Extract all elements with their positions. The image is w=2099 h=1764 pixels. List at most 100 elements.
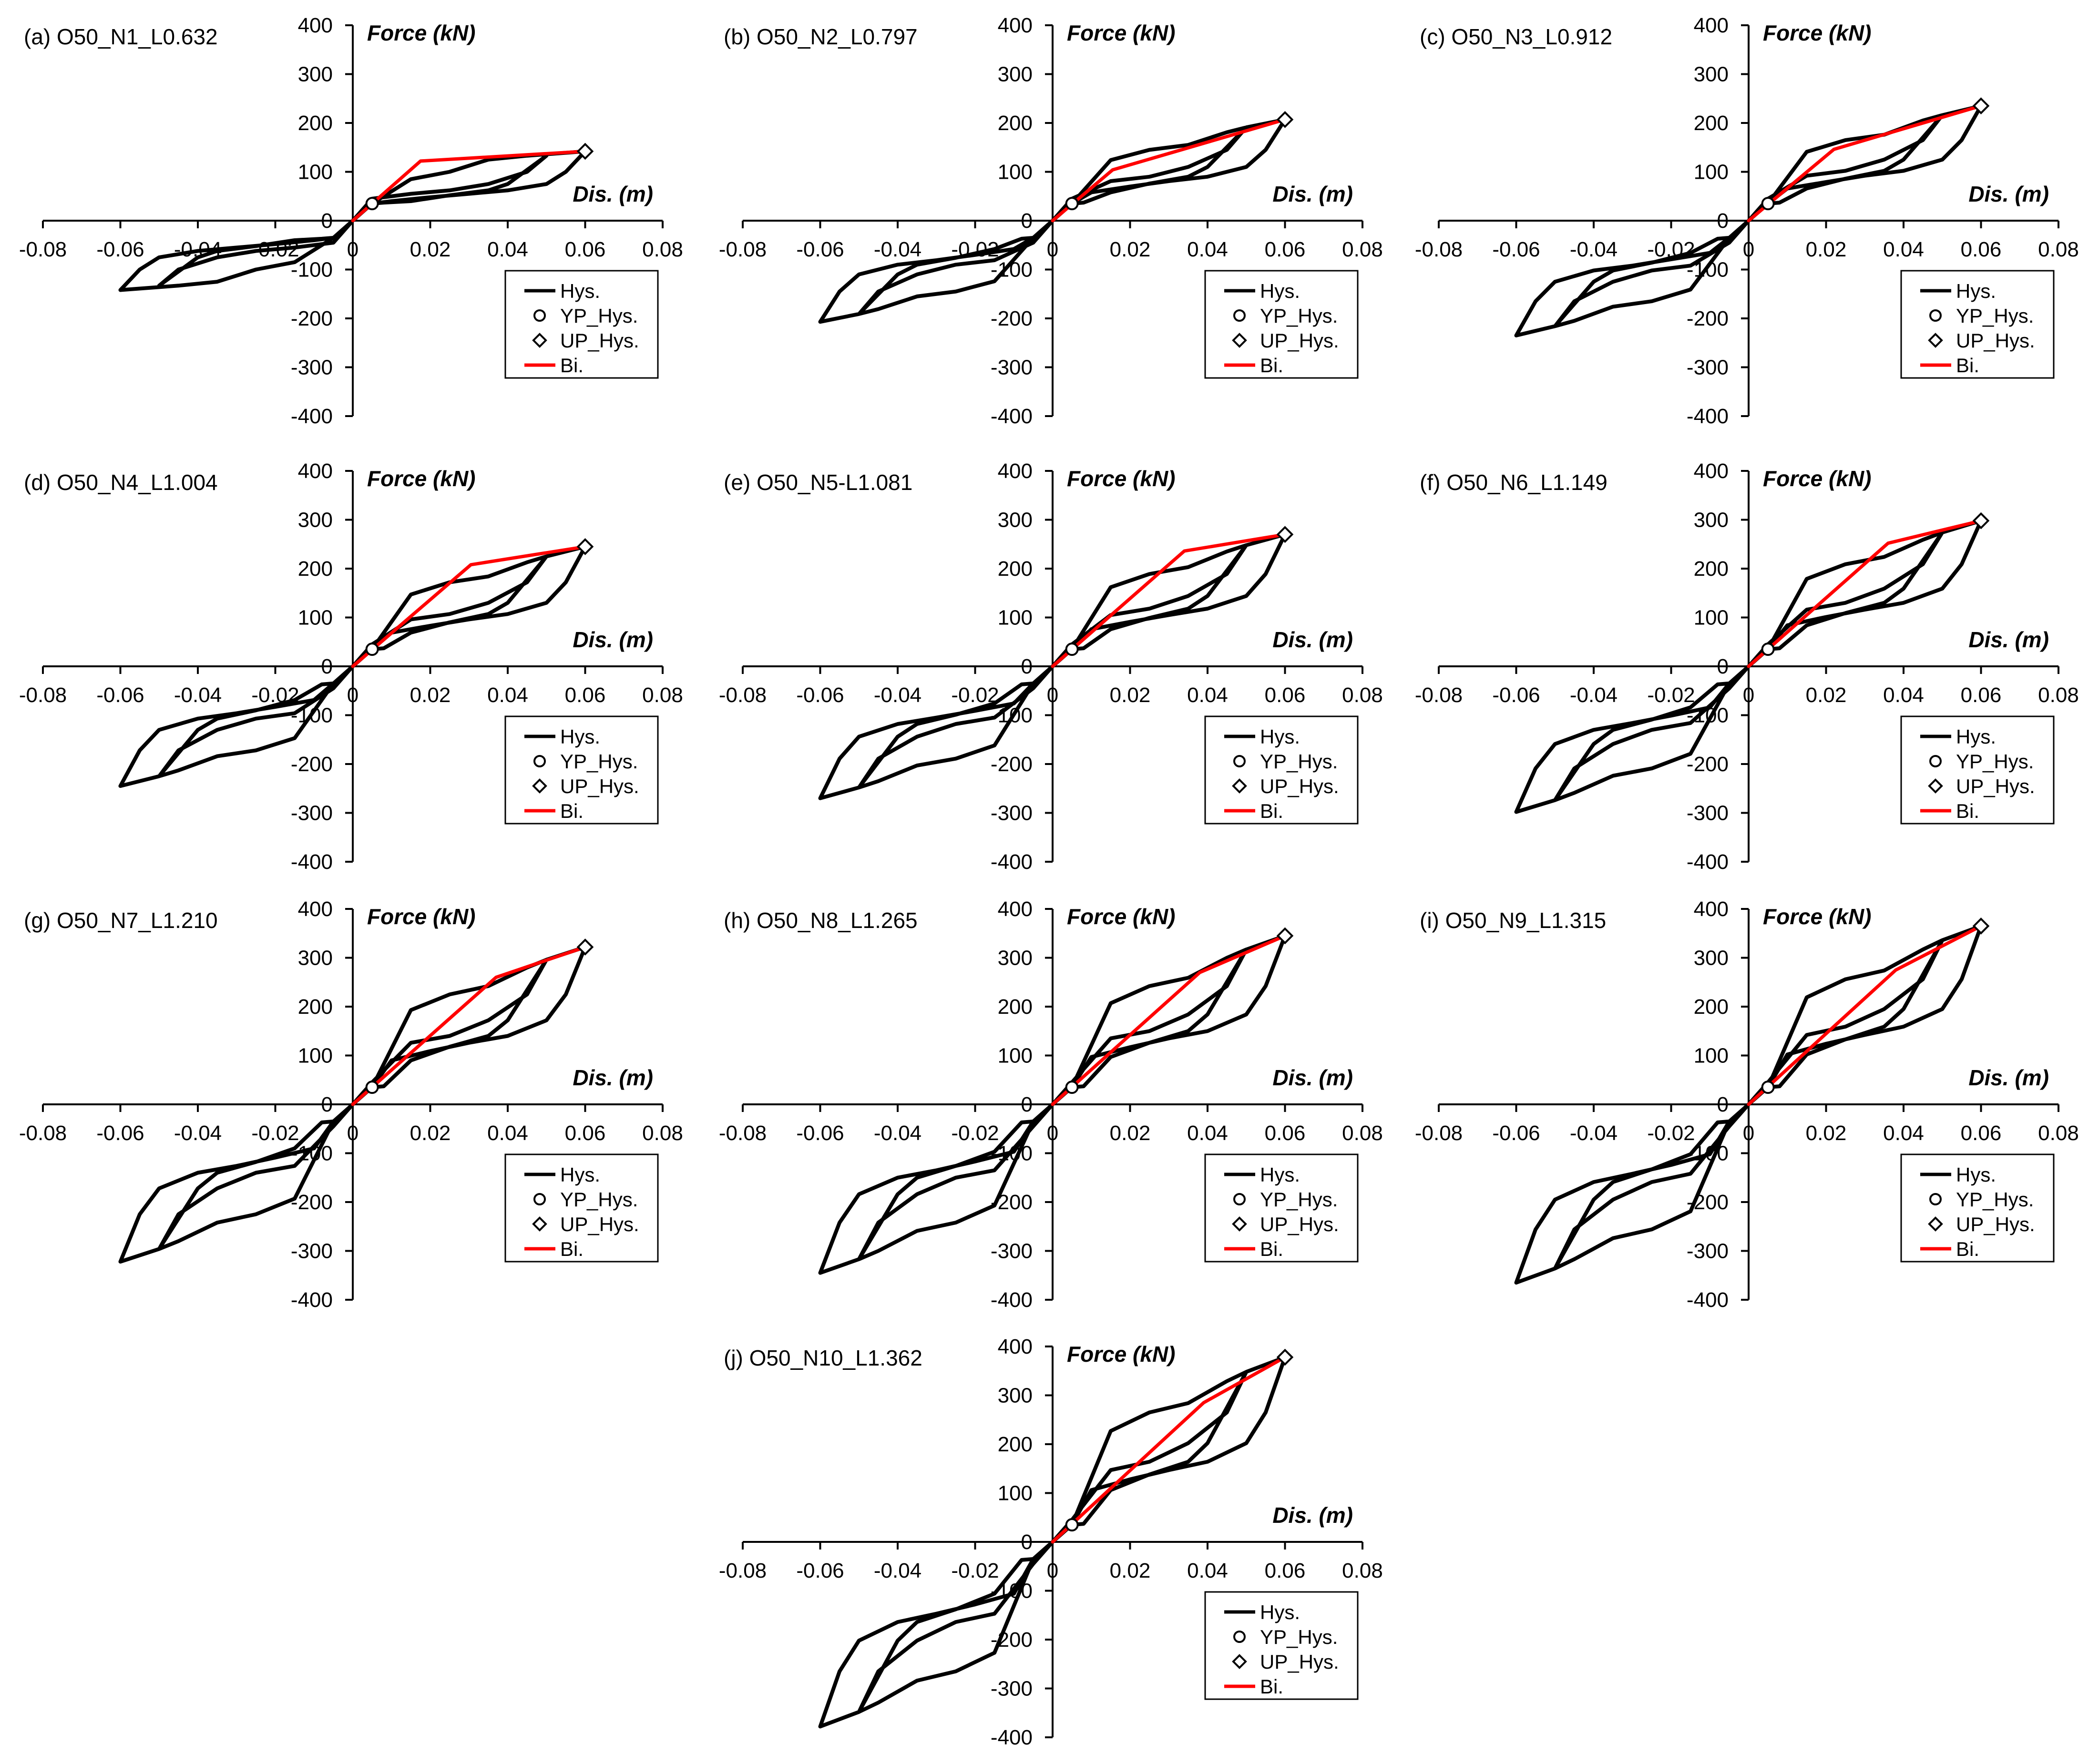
bilinear-series-line <box>351 945 587 1106</box>
legend-yp-marker <box>1233 755 1246 767</box>
bilinear-series-line <box>1747 104 1983 223</box>
y-tick-label: -200 <box>1687 307 1729 330</box>
x-axis-label: Dis. (m) <box>1272 1503 1353 1528</box>
legend-label: Bi. <box>1260 354 1283 377</box>
y-tick-label: 200 <box>1694 557 1729 581</box>
x-tick-label: 0.08 <box>1342 1559 1383 1582</box>
x-tick-label: 0.04 <box>487 238 528 261</box>
x-tick-label: 0 <box>347 1122 358 1145</box>
x-tick-label: 0.04 <box>1883 238 1924 261</box>
legend-label: Hys. <box>1956 725 1996 748</box>
x-tick-label: 0.06 <box>1265 238 1306 261</box>
y-tick-label: 200 <box>298 995 333 1019</box>
x-tick-label: -0.06 <box>1492 683 1540 707</box>
y-tick-label: 100 <box>298 606 333 630</box>
panel-title: (e) O50_N5-L1.081 <box>724 470 912 495</box>
y-tick-label: -400 <box>291 850 333 874</box>
x-tick-label: -0.08 <box>19 1122 67 1145</box>
panel-title: (a) O50_N1_L0.632 <box>24 24 218 49</box>
legend: Hys.YP_Hys.UP_Hys. Bi. <box>504 715 659 825</box>
y-tick-label: 300 <box>1694 947 1729 970</box>
legend-label: UP_Hys. <box>1956 1213 2035 1235</box>
x-tick-label: -0.08 <box>19 683 67 707</box>
panel-title: (i) O50_N9_L1.315 <box>1420 908 1606 933</box>
x-tick-label: 0.02 <box>1806 683 1847 707</box>
yield-point-marker <box>1761 1081 1775 1094</box>
legend-label: UP_Hys. <box>1260 1213 1339 1235</box>
x-tick-label: 0.08 <box>2038 238 2079 261</box>
x-tick-label: 0.02 <box>410 683 451 707</box>
y-tick-label: -400 <box>991 1288 1033 1312</box>
x-tick-label: 0 <box>1743 238 1754 261</box>
x-tick-label: -0.02 <box>251 1122 299 1145</box>
y-tick-label: 200 <box>998 112 1033 135</box>
y-axis-label: Force (kN) <box>367 466 475 491</box>
ultimate-point-marker <box>1276 111 1294 128</box>
legend-label: YP_Hys. <box>1260 1188 1338 1211</box>
legend: Hys.YP_Hys.UP_Hys. Bi. <box>504 1153 659 1263</box>
panel-title: (d) O50_N4_L1.004 <box>24 470 218 495</box>
x-axis-label: Dis. (m) <box>1272 1065 1353 1090</box>
legend-label: Bi. <box>1956 354 1979 377</box>
legend-label: YP_Hys. <box>1956 750 2034 773</box>
bilinear-series-line <box>1051 934 1287 1106</box>
legend-up-marker <box>532 333 547 348</box>
y-tick-label: -400 <box>1687 405 1729 428</box>
x-tick-label: -0.04 <box>174 1122 222 1145</box>
y-tick-label: 0 <box>1717 655 1729 678</box>
x-tick-label: 0.04 <box>1187 1122 1228 1145</box>
legend-label: YP_Hys. <box>560 750 638 773</box>
y-tick-label: 0 <box>321 209 333 233</box>
legend-label: YP_Hys. <box>1260 305 1338 327</box>
x-tick-label: 0.08 <box>2038 1122 2079 1145</box>
y-tick-label: 400 <box>998 1335 1033 1358</box>
x-tick-label: -0.08 <box>719 683 767 707</box>
x-tick-label: 0.02 <box>1110 1559 1151 1582</box>
yield-point-marker <box>1065 642 1079 656</box>
legend-box <box>504 270 659 379</box>
y-tick-label: -400 <box>991 1726 1033 1749</box>
legend-label: Bi. <box>560 354 584 377</box>
y-tick-label: 200 <box>1694 995 1729 1019</box>
legend-label: UP_Hys. <box>1260 775 1339 797</box>
bilinear-series-line <box>1747 924 1983 1106</box>
legend-up-marker <box>1928 1216 1943 1232</box>
x-tick-label: -0.06 <box>96 683 144 707</box>
chart-panel: -0.08 -0.06 -0.04 -0.02 0 0.02 0.04 0.06 0.08400… <box>719 459 1383 874</box>
x-tick-label: 0.02 <box>410 238 451 261</box>
y-axis-label: Force (kN) <box>367 904 475 929</box>
x-tick-label: -0.06 <box>796 1559 844 1582</box>
y-axis-label: Force (kN) <box>1067 904 1175 929</box>
legend-yp-marker <box>1929 755 1942 767</box>
bilinear-series-line <box>1747 519 1983 668</box>
x-tick-label: 0.06 <box>1961 683 2002 707</box>
legend-label: Hys. <box>1260 725 1300 748</box>
y-tick-label: -300 <box>991 802 1033 825</box>
legend-label: Bi. <box>1260 800 1283 822</box>
legend-box <box>504 715 659 825</box>
y-tick-label: -400 <box>991 850 1033 874</box>
x-tick-label: 0.04 <box>1187 683 1228 707</box>
legend: Hys.YP_Hys.UP_Hys. Bi. <box>1204 715 1359 825</box>
panel-title: (b) O50_N2_L0.797 <box>724 24 918 49</box>
y-tick-label: -200 <box>291 753 333 776</box>
legend-label: YP_Hys. <box>560 1188 638 1211</box>
yield-point-marker <box>1761 642 1775 656</box>
legend-up-marker <box>1232 1654 1247 1669</box>
legend-box <box>1900 1153 2055 1263</box>
y-tick-label: 200 <box>998 995 1033 1019</box>
legend-yp-marker <box>1929 1193 1942 1205</box>
y-tick-label: 300 <box>1694 509 1729 532</box>
y-tick-label: 0 <box>1717 209 1729 233</box>
x-tick-label: 0.06 <box>1265 683 1306 707</box>
legend-up-marker <box>532 1216 547 1232</box>
y-tick-label: 200 <box>1694 112 1729 135</box>
panel-title: (c) O50_N3_L0.912 <box>1420 24 1612 49</box>
y-tick-label: -300 <box>1687 356 1729 379</box>
x-tick-label: -0.08 <box>719 1122 767 1145</box>
x-tick-label: -0.04 <box>1570 238 1618 261</box>
ultimate-point-marker <box>576 143 594 160</box>
y-tick-label: 100 <box>1694 1044 1729 1068</box>
legend-box <box>1204 270 1359 379</box>
